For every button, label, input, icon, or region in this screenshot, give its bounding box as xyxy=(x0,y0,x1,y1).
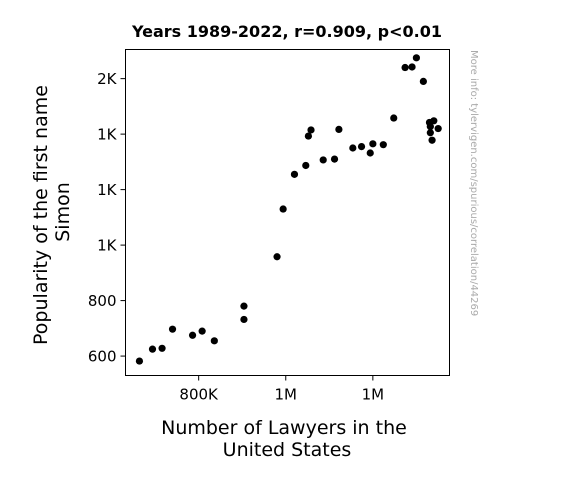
x-axis: 800K 1M 1M xyxy=(179,376,384,404)
data-point xyxy=(211,337,218,344)
data-points xyxy=(136,54,442,364)
x-tick-label: 1M xyxy=(362,386,385,404)
data-point xyxy=(369,140,376,147)
data-point xyxy=(331,155,338,162)
data-point xyxy=(189,332,196,339)
y-axis-label: Popularity of the first name Simon xyxy=(30,79,74,345)
data-point xyxy=(240,316,247,323)
data-point xyxy=(427,129,434,136)
y-tick-label: 2K xyxy=(97,70,118,88)
x-axis-label-line-2: United States xyxy=(223,439,352,461)
data-point xyxy=(199,328,206,335)
data-point xyxy=(408,63,415,70)
data-point xyxy=(240,303,247,310)
data-point xyxy=(158,345,165,352)
data-point xyxy=(380,141,387,148)
data-point xyxy=(367,149,374,156)
watermark-text: More info: tylervigen.com/spurious/corre… xyxy=(468,50,479,316)
data-point xyxy=(413,54,420,61)
data-point xyxy=(435,125,442,132)
chart-title: Years 1989-2022, r=0.909, p<0.01 xyxy=(131,22,442,41)
x-axis-label-line-1: Number of Lawyers in the xyxy=(161,417,407,439)
data-point xyxy=(307,126,314,133)
data-point xyxy=(430,117,437,124)
data-point xyxy=(302,162,309,169)
y-axis-label-line-1: Popularity of the first name xyxy=(30,85,52,345)
data-point xyxy=(390,114,397,121)
y-tick-label: 1K xyxy=(97,237,118,255)
data-point xyxy=(335,126,342,133)
y-tick-label: 1K xyxy=(97,181,118,199)
y-axis: 600 800 1K 1K 1K 2K xyxy=(88,70,126,365)
data-point xyxy=(358,143,365,150)
y-tick-label: 800 xyxy=(88,292,117,310)
data-point xyxy=(149,346,156,353)
y-tick-label: 1K xyxy=(97,126,118,144)
data-point xyxy=(428,137,435,144)
x-tick-label: 800K xyxy=(179,386,219,404)
data-point xyxy=(320,156,327,163)
y-tick-label: 600 xyxy=(88,348,117,366)
x-tick-label: 1M xyxy=(275,386,298,404)
data-point xyxy=(401,64,408,71)
data-point xyxy=(136,357,143,364)
data-point xyxy=(420,78,427,85)
data-point xyxy=(169,326,176,333)
data-point xyxy=(280,205,287,212)
data-point xyxy=(273,253,280,260)
data-point xyxy=(291,171,298,178)
data-point xyxy=(349,144,356,151)
x-axis-label: Number of Lawyers in the United States xyxy=(161,417,413,461)
y-axis-label-line-2: Simon xyxy=(52,182,74,242)
